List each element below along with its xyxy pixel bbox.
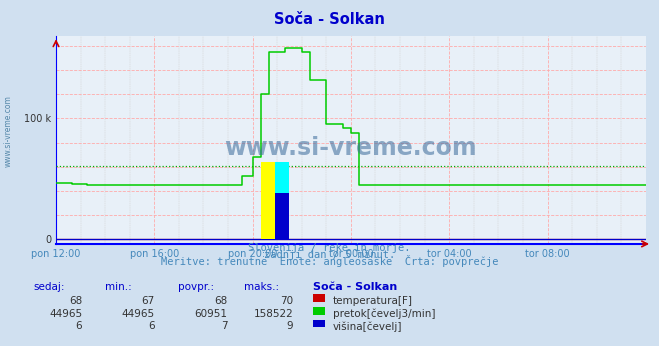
Text: 7: 7 xyxy=(221,321,227,331)
Text: 6: 6 xyxy=(148,321,155,331)
Text: Soča - Solkan: Soča - Solkan xyxy=(274,12,385,27)
Text: Meritve: trenutne  Enote: angleosaške  Črta: povprečje: Meritve: trenutne Enote: angleosaške Črt… xyxy=(161,255,498,267)
Text: 70: 70 xyxy=(280,296,293,306)
Text: pretok[čevelj3/min]: pretok[čevelj3/min] xyxy=(333,309,436,319)
Text: 9: 9 xyxy=(287,321,293,331)
Text: 68: 68 xyxy=(69,296,82,306)
Text: 67: 67 xyxy=(142,296,155,306)
Text: www.si-vreme.com: www.si-vreme.com xyxy=(3,95,13,167)
Text: povpr.:: povpr.: xyxy=(178,282,214,292)
Text: www.si-vreme.com: www.si-vreme.com xyxy=(225,136,477,161)
Text: Soča - Solkan: Soča - Solkan xyxy=(313,282,397,292)
Text: 6: 6 xyxy=(76,321,82,331)
Text: maks.:: maks.: xyxy=(244,282,279,292)
Text: 158522: 158522 xyxy=(254,309,293,319)
Text: 44965: 44965 xyxy=(49,309,82,319)
Text: 44965: 44965 xyxy=(122,309,155,319)
Text: min.:: min.: xyxy=(105,282,132,292)
Text: sedaj:: sedaj: xyxy=(33,282,65,292)
Text: 68: 68 xyxy=(214,296,227,306)
Text: Slovenija / reke in morje.: Slovenija / reke in morje. xyxy=(248,243,411,253)
Text: zadnji dan / 5 minut.: zadnji dan / 5 minut. xyxy=(264,250,395,260)
Text: 60951: 60951 xyxy=(194,309,227,319)
Text: temperatura[F]: temperatura[F] xyxy=(333,296,413,306)
Text: višina[čevelj]: višina[čevelj] xyxy=(333,321,402,331)
